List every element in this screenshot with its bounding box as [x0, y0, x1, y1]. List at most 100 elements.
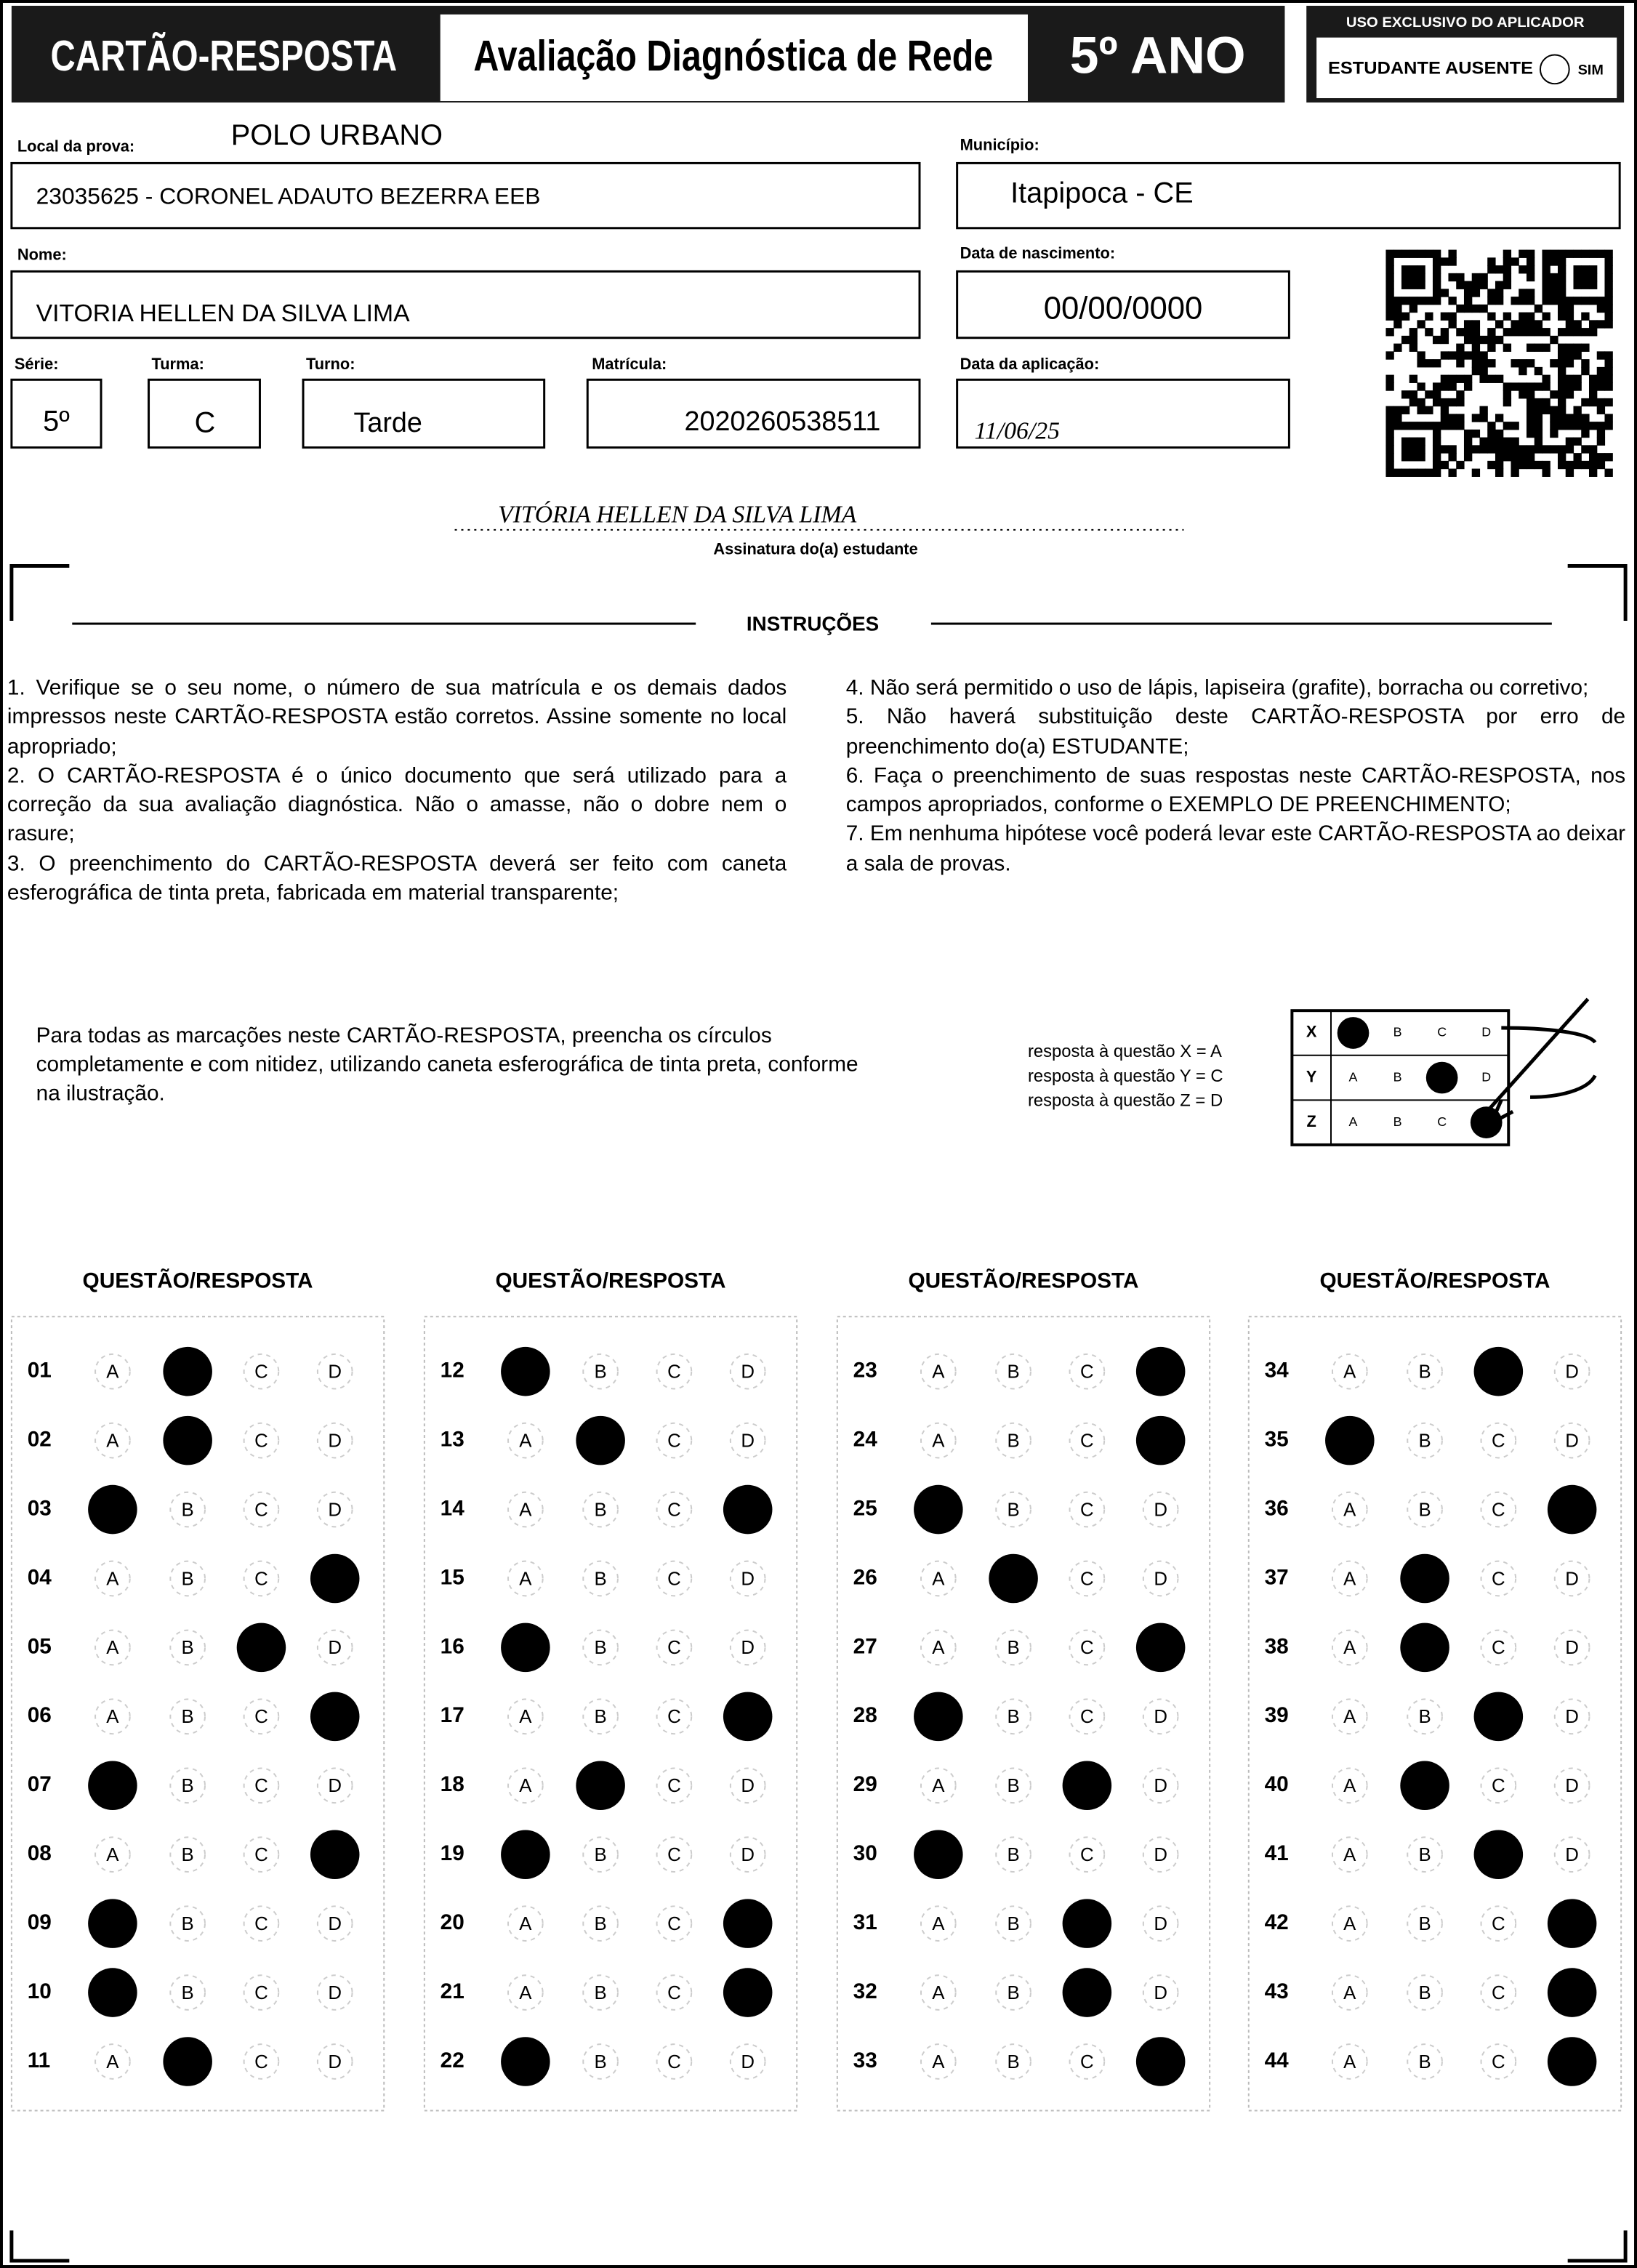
empty-bubble[interactable] — [94, 1560, 131, 1597]
empty-bubble[interactable] — [1407, 1491, 1443, 1528]
filled-bubble[interactable] — [88, 1484, 137, 1535]
empty-bubble[interactable] — [920, 1767, 957, 1804]
filled-bubble[interactable] — [88, 1899, 137, 1948]
empty-bubble[interactable] — [920, 2043, 957, 2080]
empty-bubble[interactable] — [920, 1974, 957, 2011]
empty-bubble[interactable] — [1553, 1422, 1590, 1459]
empty-bubble[interactable] — [243, 1767, 280, 1804]
empty-bubble[interactable] — [729, 1353, 766, 1390]
filled-bubble[interactable] — [310, 1553, 360, 1604]
empty-bubble[interactable] — [582, 1353, 619, 1390]
empty-bubble[interactable] — [1553, 1836, 1590, 1873]
filled-bubble[interactable] — [1135, 1346, 1186, 1396]
filled-bubble[interactable] — [723, 1692, 773, 1742]
empty-bubble[interactable] — [1407, 1698, 1443, 1735]
empty-bubble[interactable] — [1331, 2043, 1368, 2080]
empty-bubble[interactable] — [656, 1422, 693, 1459]
filled-bubble[interactable] — [723, 1484, 773, 1535]
filled-bubble[interactable] — [1547, 2037, 1597, 2086]
empty-bubble[interactable] — [316, 2043, 353, 2080]
empty-bubble[interactable] — [1142, 1836, 1179, 1873]
empty-bubble[interactable] — [243, 1974, 280, 2011]
empty-bubble[interactable] — [920, 1629, 957, 1666]
empty-bubble[interactable] — [582, 1905, 619, 1942]
empty-bubble[interactable] — [94, 1353, 131, 1390]
empty-bubble[interactable] — [94, 1698, 131, 1735]
empty-bubble[interactable] — [316, 1422, 353, 1459]
empty-bubble[interactable] — [316, 1767, 353, 1804]
empty-bubble[interactable] — [316, 1491, 353, 1528]
empty-bubble[interactable] — [169, 1698, 206, 1735]
empty-bubble[interactable] — [1480, 2043, 1517, 2080]
empty-bubble[interactable] — [729, 1560, 766, 1597]
empty-bubble[interactable] — [243, 1698, 280, 1735]
empty-bubble[interactable] — [243, 1836, 280, 1873]
empty-bubble[interactable] — [656, 1491, 693, 1528]
empty-bubble[interactable] — [656, 1698, 693, 1735]
empty-bubble[interactable] — [1331, 1767, 1368, 1804]
empty-bubble[interactable] — [243, 1560, 280, 1597]
empty-bubble[interactable] — [1142, 1491, 1179, 1528]
filled-bubble[interactable] — [88, 1968, 137, 2017]
empty-bubble[interactable] — [94, 1836, 131, 1873]
filled-bubble[interactable] — [163, 1415, 212, 1465]
empty-bubble[interactable] — [1069, 1353, 1106, 1390]
empty-bubble[interactable] — [995, 1353, 1031, 1390]
filled-bubble[interactable] — [501, 1830, 550, 1879]
empty-bubble[interactable] — [729, 1629, 766, 1666]
filled-bubble[interactable] — [914, 1484, 963, 1535]
empty-bubble[interactable] — [1407, 1836, 1443, 1873]
empty-bubble[interactable] — [582, 1629, 619, 1666]
empty-bubble[interactable] — [656, 1560, 693, 1597]
filled-bubble[interactable] — [1400, 1622, 1449, 1673]
filled-bubble[interactable] — [1062, 1761, 1112, 1811]
filled-bubble[interactable] — [1473, 1346, 1524, 1396]
empty-bubble[interactable] — [507, 1560, 544, 1597]
empty-bubble[interactable] — [169, 1629, 206, 1666]
empty-bubble[interactable] — [920, 1353, 957, 1390]
empty-bubble[interactable] — [995, 1974, 1031, 2011]
empty-bubble[interactable] — [1407, 1353, 1443, 1390]
empty-bubble[interactable] — [582, 1836, 619, 1873]
filled-bubble[interactable] — [310, 1692, 360, 1742]
empty-bubble[interactable] — [995, 1836, 1031, 1873]
filled-bubble[interactable] — [501, 1346, 550, 1396]
empty-bubble[interactable] — [1331, 1629, 1368, 1666]
empty-bubble[interactable] — [94, 2043, 131, 2080]
filled-bubble[interactable] — [236, 1622, 286, 1673]
empty-bubble[interactable] — [1331, 1698, 1368, 1735]
empty-bubble[interactable] — [169, 1491, 206, 1528]
empty-bubble[interactable] — [582, 1698, 619, 1735]
empty-bubble[interactable] — [1142, 1974, 1179, 2011]
filled-bubble[interactable] — [1062, 1899, 1112, 1948]
empty-bubble[interactable] — [729, 1836, 766, 1873]
empty-bubble[interactable] — [169, 1974, 206, 2011]
empty-bubble[interactable] — [656, 1974, 693, 2011]
empty-bubble[interactable] — [1553, 1560, 1590, 1597]
empty-bubble[interactable] — [729, 2043, 766, 2080]
empty-bubble[interactable] — [1407, 2043, 1443, 2080]
empty-bubble[interactable] — [995, 1905, 1031, 1942]
empty-bubble[interactable] — [316, 1974, 353, 2011]
empty-bubble[interactable] — [316, 1353, 353, 1390]
empty-bubble[interactable] — [656, 1767, 693, 1804]
empty-bubble[interactable] — [507, 1422, 544, 1459]
empty-bubble[interactable] — [729, 1422, 766, 1459]
empty-bubble[interactable] — [656, 1629, 693, 1666]
empty-bubble[interactable] — [94, 1422, 131, 1459]
empty-bubble[interactable] — [582, 1560, 619, 1597]
empty-bubble[interactable] — [94, 1629, 131, 1666]
empty-bubble[interactable] — [1553, 1629, 1590, 1666]
empty-bubble[interactable] — [1142, 1767, 1179, 1804]
empty-bubble[interactable] — [1331, 1491, 1368, 1528]
empty-bubble[interactable] — [1069, 1560, 1106, 1597]
empty-bubble[interactable] — [507, 1974, 544, 2011]
empty-bubble[interactable] — [1331, 1836, 1368, 1873]
empty-bubble[interactable] — [243, 1422, 280, 1459]
empty-bubble[interactable] — [1480, 1560, 1517, 1597]
filled-bubble[interactable] — [310, 1830, 360, 1879]
empty-bubble[interactable] — [1553, 1698, 1590, 1735]
empty-bubble[interactable] — [1331, 1353, 1368, 1390]
empty-bubble[interactable] — [1331, 1905, 1368, 1942]
filled-bubble[interactable] — [501, 2037, 550, 2086]
